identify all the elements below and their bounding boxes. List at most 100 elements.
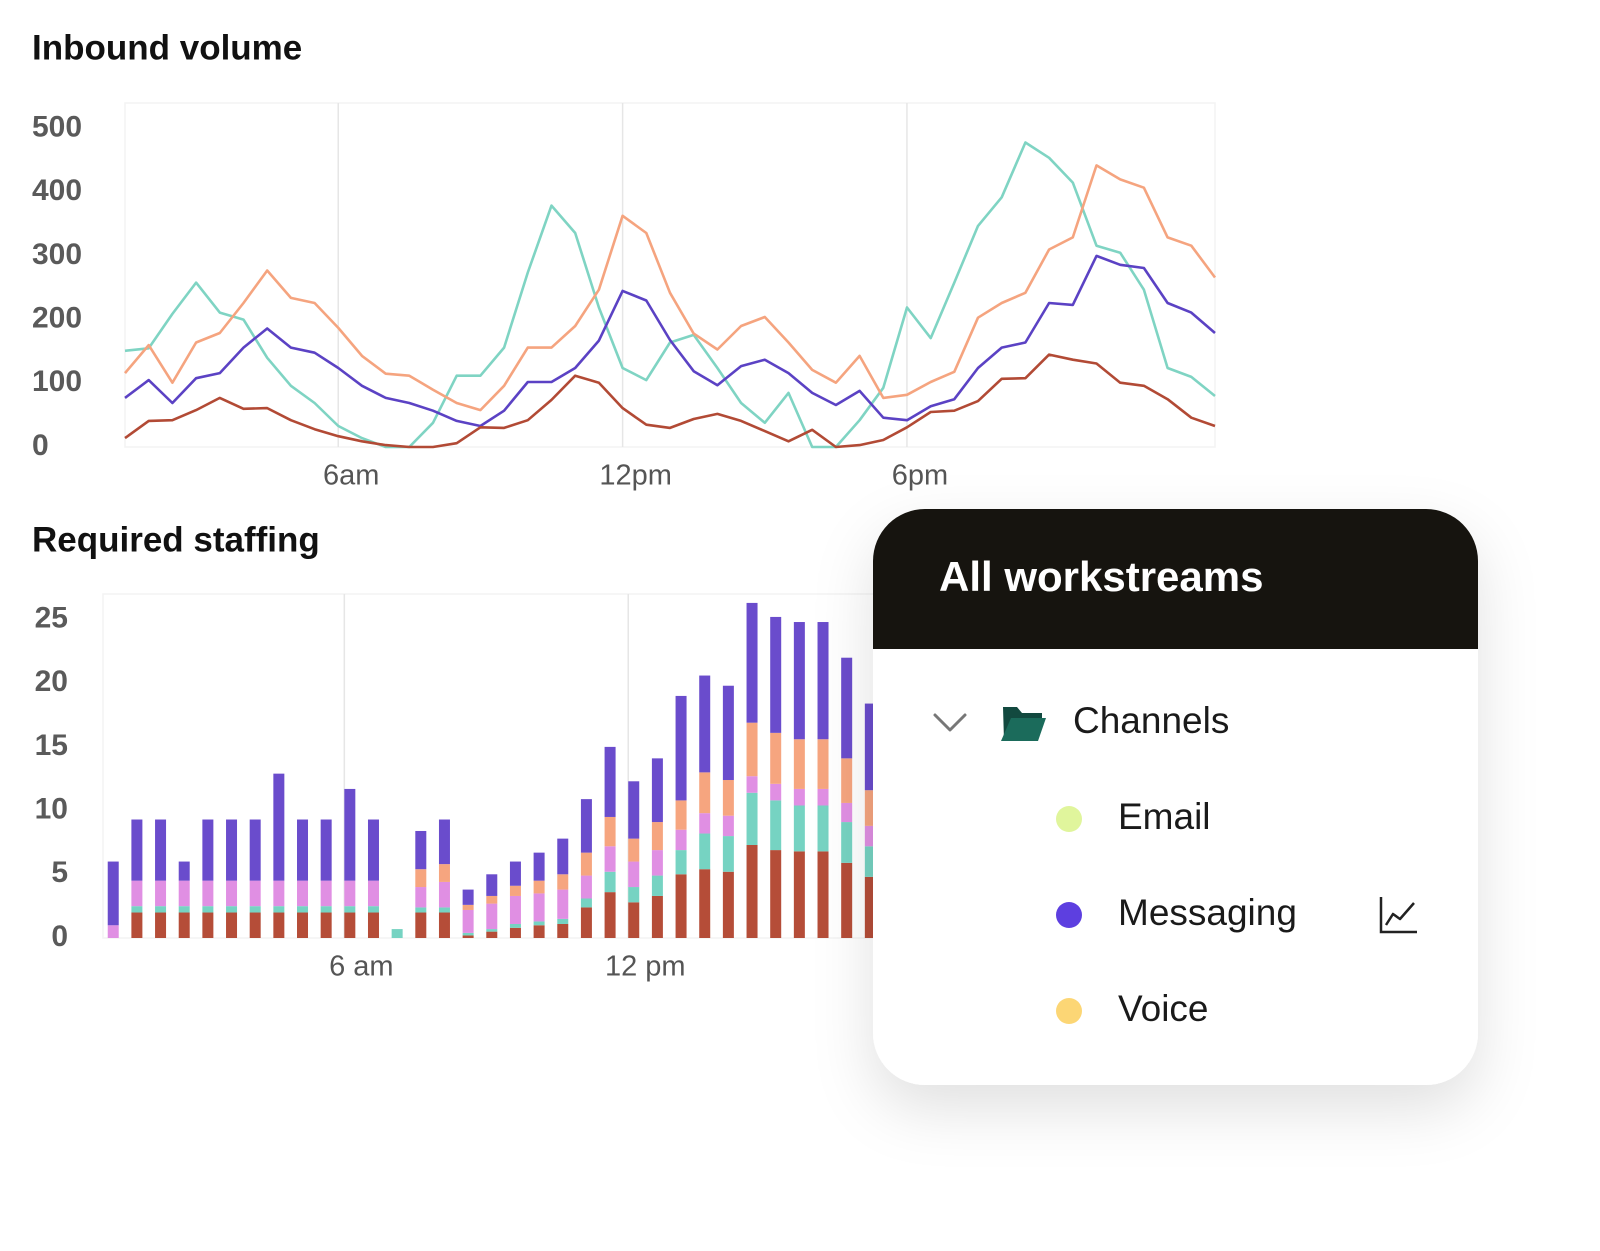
folder-front <box>1001 718 1046 741</box>
bar-segment <box>297 880 309 907</box>
bar-segment <box>486 903 498 930</box>
bar-segment <box>841 862 853 938</box>
bar-segment <box>746 776 758 793</box>
bar-segment <box>344 906 356 913</box>
group-label[interactable]: Channels <box>1073 700 1229 741</box>
bar-segment <box>249 880 261 907</box>
y-tick-label: 0 <box>51 920 68 953</box>
item-label[interactable]: Messaging <box>1118 892 1297 933</box>
bar-segment <box>864 876 876 938</box>
panel-header <box>873 509 1478 649</box>
panel-card <box>873 509 1478 1085</box>
bar-segment <box>793 851 805 938</box>
status-dot <box>1056 806 1082 832</box>
bar-segment <box>580 852 592 876</box>
bar-segment <box>864 703 876 791</box>
bar-segment <box>226 906 238 913</box>
bar-segment <box>438 881 450 908</box>
bar-segment <box>131 912 143 938</box>
bar-segment <box>675 695 687 801</box>
bar-segment <box>178 912 190 938</box>
bar-segment <box>226 912 238 938</box>
bar-segment <box>699 813 711 834</box>
bar-segment <box>367 906 379 913</box>
bar-segment <box>509 885 521 896</box>
bar-segment <box>226 819 238 881</box>
bar-segment <box>722 871 734 938</box>
chart-icon[interactable] <box>1379 897 1417 934</box>
bar-segment <box>509 861 521 886</box>
chart-title: Required staffing <box>32 520 320 559</box>
bar-segment <box>367 912 379 938</box>
x-tick-label: 6 am <box>329 951 393 983</box>
bar-segment <box>509 895 521 924</box>
bar-segment <box>817 739 829 789</box>
bar-segment <box>486 931 498 938</box>
bar-segment <box>320 819 332 881</box>
bar-segment <box>273 880 285 907</box>
bar-segment <box>793 805 805 852</box>
bar-segment <box>817 805 829 852</box>
x-tick-label: 6pm <box>892 460 948 492</box>
bar-segment <box>770 850 782 938</box>
bar-segment <box>864 790 876 826</box>
bar-segment <box>415 869 427 888</box>
y-tick-label: 20 <box>35 665 68 698</box>
chart: Required staffing 0 5 10 15 20 25 6 am 12 pm <box>32 520 1216 983</box>
bar-segment <box>131 880 143 907</box>
bar-segment <box>533 893 545 922</box>
bar-segment <box>793 788 805 806</box>
bar-segment <box>202 880 214 907</box>
bar-segment <box>557 838 569 875</box>
bar-segment <box>249 906 261 913</box>
chevron[interactable] <box>933 713 967 732</box>
bar-segment <box>580 875 592 899</box>
bar-segment <box>107 861 119 926</box>
bar-segment <box>202 819 214 881</box>
x-tick-label: 12pm <box>599 460 672 492</box>
bar-segment <box>746 792 758 845</box>
y-tick-label: 300 <box>32 238 82 271</box>
bar-segment <box>438 819 450 865</box>
bar-segment <box>746 602 758 723</box>
bar-segment <box>841 802 853 823</box>
bar-segment <box>651 875 663 896</box>
bar-segment <box>628 887 640 903</box>
bar-segment <box>841 657 853 759</box>
bar-segment <box>178 861 190 881</box>
bar-segment <box>793 622 805 740</box>
bar-segment <box>320 880 332 907</box>
bar-segment <box>675 874 687 938</box>
bar-segment <box>131 819 143 881</box>
y-tick-label: 100 <box>32 365 82 398</box>
series-line <box>124 164 1217 412</box>
bar-segment <box>604 892 616 938</box>
bar-segment <box>628 861 640 888</box>
bar-segment <box>628 902 640 938</box>
y-tick-label: 200 <box>32 302 82 335</box>
bar-segment <box>533 925 545 938</box>
x-tick-label: 12 pm <box>605 951 686 983</box>
bar-segment <box>462 935 474 938</box>
icon-line <box>1384 902 1415 926</box>
bar-segment <box>770 732 782 784</box>
bar-segment <box>249 912 261 938</box>
item-label[interactable]: Voice <box>1118 988 1209 1029</box>
bar-segment <box>699 869 711 938</box>
y-tick-label: 5 <box>51 856 68 889</box>
bar-segment <box>273 773 285 881</box>
bar-segment <box>651 895 663 938</box>
y-tick-label: 15 <box>35 729 68 762</box>
workstreams-panel: All workstreams Channels Email Messaging V… <box>873 509 1478 1085</box>
bar-segment <box>628 781 640 839</box>
bar-segment <box>533 921 545 926</box>
bar-segment <box>155 906 167 913</box>
bar-segment <box>391 929 403 938</box>
item-label[interactable]: Email <box>1118 796 1211 837</box>
bar-segment <box>155 912 167 938</box>
series-line <box>124 254 1216 428</box>
bar-segment <box>178 880 190 907</box>
bar-segment <box>793 739 805 789</box>
status-dot <box>1056 902 1082 928</box>
